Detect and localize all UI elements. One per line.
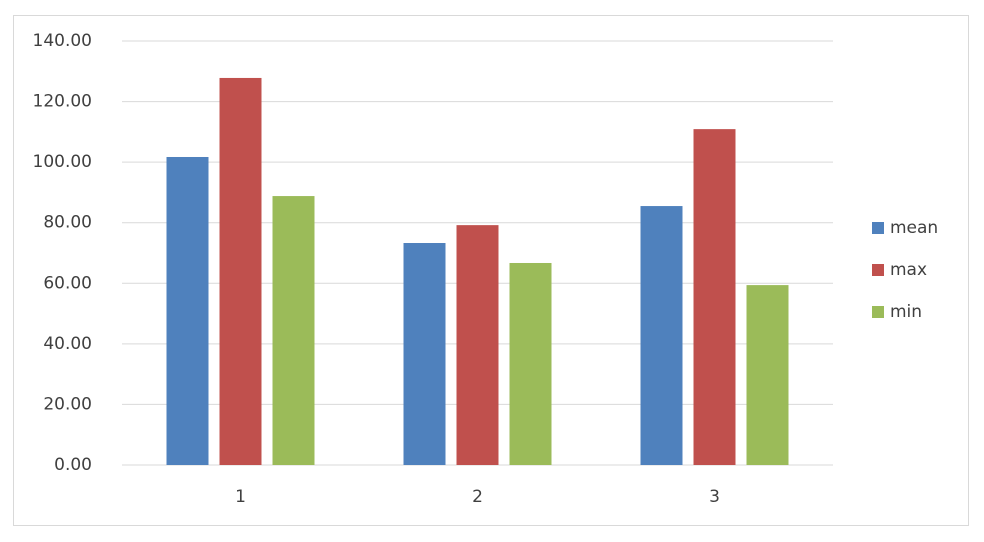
y-tick-label: 80.00 — [43, 213, 92, 233]
bar — [509, 262, 552, 465]
legend-label: min — [890, 302, 922, 322]
legend-swatch — [872, 222, 884, 234]
legend-swatch — [872, 264, 884, 276]
bar — [166, 156, 209, 465]
y-tick-label: 100.00 — [33, 152, 92, 172]
legend-label: max — [890, 260, 927, 280]
bar — [219, 77, 262, 465]
y-tick-label: 120.00 — [33, 92, 92, 112]
x-tick-label: 1 — [235, 487, 246, 507]
x-tick-label: 2 — [472, 487, 483, 507]
bar — [272, 196, 315, 465]
y-tick-label: 20.00 — [43, 394, 92, 414]
bar — [746, 285, 789, 465]
y-tick-label: 60.00 — [43, 273, 92, 293]
y-tick-label: 140.00 — [33, 31, 92, 51]
bar — [693, 129, 736, 466]
y-tick-label: 0.00 — [54, 455, 92, 475]
x-tick-label: 3 — [709, 487, 720, 507]
bar — [640, 206, 683, 466]
legend-swatch — [872, 306, 884, 318]
bar — [456, 225, 499, 465]
y-tick-label: 40.00 — [43, 334, 92, 354]
bar — [403, 243, 446, 465]
legend-label: mean — [890, 218, 938, 238]
